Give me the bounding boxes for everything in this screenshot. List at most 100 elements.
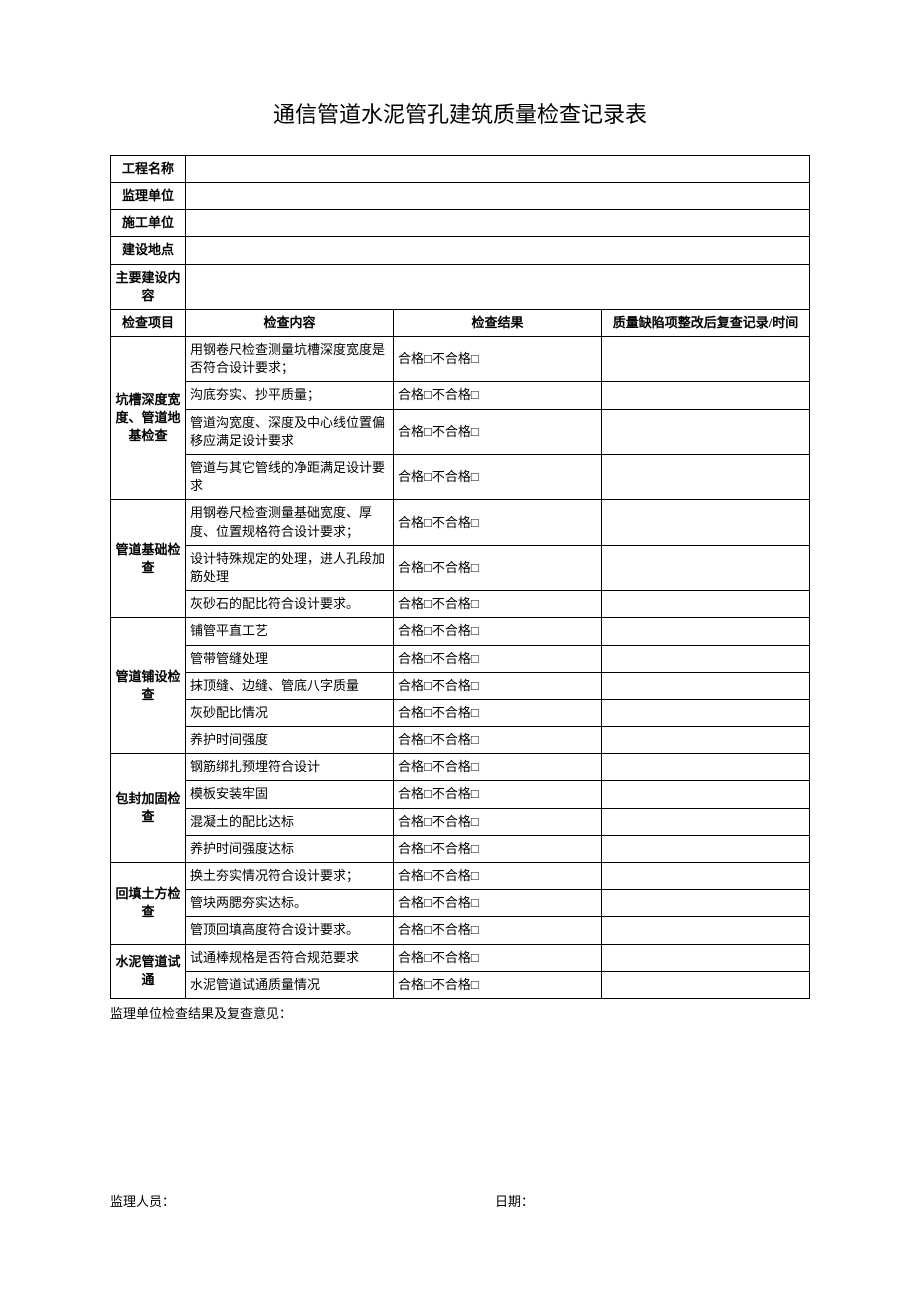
item-result[interactable]: 合格□不合格□ [394, 727, 602, 754]
item-content: 管道与其它管线的净距满足设计要求 [186, 455, 394, 500]
item-content: 试通棒规格是否符合规范要求 [186, 944, 394, 971]
item-content: 管带管缝处理 [186, 645, 394, 672]
item-content: 养护时间强度 [186, 727, 394, 754]
item-result[interactable]: 合格□不合格□ [394, 591, 602, 618]
item-content: 管顶回填高度符合设计要求。 [186, 917, 394, 944]
value-project-name[interactable] [186, 155, 810, 182]
item-result[interactable]: 合格□不合格□ [394, 672, 602, 699]
table-row: 坑槽深度宽度、管道地基检查 用钢卷尺检查测量坑槽深度宽度是否符合设计要求； 合格… [111, 337, 810, 382]
item-content: 养护时间强度达标 [186, 835, 394, 862]
table-row: 水泥管道试通质量情况 合格□不合格□ [111, 971, 810, 998]
header-remark: 质量缺陷项整改后复查记录/时间 [602, 309, 810, 336]
item-content: 管块两腮夯实达标。 [186, 890, 394, 917]
item-result[interactable]: 合格□不合格□ [394, 409, 602, 454]
header-result: 检查结果 [394, 309, 602, 336]
item-content: 管道沟宽度、深度及中心线位置偏移应满足设计要求 [186, 409, 394, 454]
table-row: 灰砂配比情况 合格□不合格□ [111, 699, 810, 726]
table-row: 管带管缝处理 合格□不合格□ [111, 645, 810, 672]
inspection-table: 工程名称 监理单位 施工单位 建设地点 主要建设内容 检查项目 检查内容 检查结… [110, 155, 810, 999]
table-row: 水泥管道试通 试通棒规格是否符合规范要求 合格□不合格□ [111, 944, 810, 971]
signer-label: 监理人员： [110, 1193, 495, 1211]
table-row: 设计特殊规定的处理，进人孔段加筋处理 合格□不合格□ [111, 545, 810, 590]
item-remark[interactable] [602, 382, 810, 409]
item-remark[interactable] [602, 781, 810, 808]
footer-note: 监理单位检查结果及复查意见： [110, 1005, 810, 1023]
item-result[interactable]: 合格□不合格□ [394, 944, 602, 971]
value-contractor-unit[interactable] [186, 210, 810, 237]
item-remark[interactable] [602, 808, 810, 835]
item-content: 铺管平直工艺 [186, 618, 394, 645]
item-content: 用钢卷尺检查测量基础宽度、厚度、位置规格符合设计要求； [186, 500, 394, 545]
item-remark[interactable] [602, 545, 810, 590]
table-header-row: 检查项目 检查内容 检查结果 质量缺陷项整改后复查记录/时间 [111, 309, 810, 336]
value-location[interactable] [186, 237, 810, 264]
table-row: 混凝土的配比达标 合格□不合格□ [111, 808, 810, 835]
date-label: 日期： [495, 1193, 810, 1211]
item-remark[interactable] [602, 500, 810, 545]
item-remark[interactable] [602, 337, 810, 382]
item-remark[interactable] [602, 917, 810, 944]
row-contractor-unit: 施工单位 [111, 210, 810, 237]
page-title: 通信管道水泥管孔建筑质量检查记录表 [110, 100, 810, 131]
signature-row: 监理人员： 日期： [110, 1193, 810, 1211]
label-project-name: 工程名称 [111, 155, 186, 182]
table-row: 管道沟宽度、深度及中心线位置偏移应满足设计要求 合格□不合格□ [111, 409, 810, 454]
table-row: 管块两腮夯实达标。 合格□不合格□ [111, 890, 810, 917]
item-remark[interactable] [602, 863, 810, 890]
item-content: 混凝土的配比达标 [186, 808, 394, 835]
category-4: 回填土方检查 [111, 863, 186, 945]
item-result[interactable]: 合格□不合格□ [394, 890, 602, 917]
item-remark[interactable] [602, 645, 810, 672]
table-row: 管道基础检查 用钢卷尺检查测量基础宽度、厚度、位置规格符合设计要求； 合格□不合… [111, 500, 810, 545]
item-remark[interactable] [602, 727, 810, 754]
value-supervisor-unit[interactable] [186, 182, 810, 209]
item-remark[interactable] [602, 455, 810, 500]
item-remark[interactable] [602, 409, 810, 454]
item-remark[interactable] [602, 944, 810, 971]
table-row: 管顶回填高度符合设计要求。 合格□不合格□ [111, 917, 810, 944]
item-remark[interactable] [602, 835, 810, 862]
row-project-name: 工程名称 [111, 155, 810, 182]
item-remark[interactable] [602, 754, 810, 781]
item-remark[interactable] [602, 672, 810, 699]
item-result[interactable]: 合格□不合格□ [394, 545, 602, 590]
item-content: 灰砂配比情况 [186, 699, 394, 726]
item-remark[interactable] [602, 618, 810, 645]
item-result[interactable]: 合格□不合格□ [394, 699, 602, 726]
item-result[interactable]: 合格□不合格□ [394, 618, 602, 645]
item-remark[interactable] [602, 591, 810, 618]
item-result[interactable]: 合格□不合格□ [394, 835, 602, 862]
item-remark[interactable] [602, 971, 810, 998]
label-contractor-unit: 施工单位 [111, 210, 186, 237]
item-result[interactable]: 合格□不合格□ [394, 971, 602, 998]
item-content: 灰砂石的配比符合设计要求。 [186, 591, 394, 618]
value-main-content[interactable] [186, 264, 810, 309]
table-row: 管道铺设检查 铺管平直工艺 合格□不合格□ [111, 618, 810, 645]
table-row: 养护时间强度 合格□不合格□ [111, 727, 810, 754]
item-content: 用钢卷尺检查测量坑槽深度宽度是否符合设计要求； [186, 337, 394, 382]
item-result[interactable]: 合格□不合格□ [394, 382, 602, 409]
row-location: 建设地点 [111, 237, 810, 264]
item-content: 模板安装牢固 [186, 781, 394, 808]
item-result[interactable]: 合格□不合格□ [394, 645, 602, 672]
item-result[interactable]: 合格□不合格□ [394, 863, 602, 890]
item-result[interactable]: 合格□不合格□ [394, 781, 602, 808]
item-result[interactable]: 合格□不合格□ [394, 500, 602, 545]
header-content: 检查内容 [186, 309, 394, 336]
table-row: 灰砂石的配比符合设计要求。 合格□不合格□ [111, 591, 810, 618]
item-result[interactable]: 合格□不合格□ [394, 337, 602, 382]
item-result[interactable]: 合格□不合格□ [394, 455, 602, 500]
item-content: 沟底夯实、抄平质量； [186, 382, 394, 409]
item-remark[interactable] [602, 699, 810, 726]
item-result[interactable]: 合格□不合格□ [394, 808, 602, 835]
item-remark[interactable] [602, 890, 810, 917]
item-content: 抹顶缝、边缝、管底八字质量 [186, 672, 394, 699]
item-result[interactable]: 合格□不合格□ [394, 754, 602, 781]
category-2: 管道铺设检查 [111, 618, 186, 754]
table-row: 抹顶缝、边缝、管底八字质量 合格□不合格□ [111, 672, 810, 699]
item-content: 换土夯实情况符合设计要求； [186, 863, 394, 890]
category-1: 管道基础检查 [111, 500, 186, 618]
item-result[interactable]: 合格□不合格□ [394, 917, 602, 944]
table-row: 养护时间强度达标 合格□不合格□ [111, 835, 810, 862]
category-5: 水泥管道试通 [111, 944, 186, 998]
